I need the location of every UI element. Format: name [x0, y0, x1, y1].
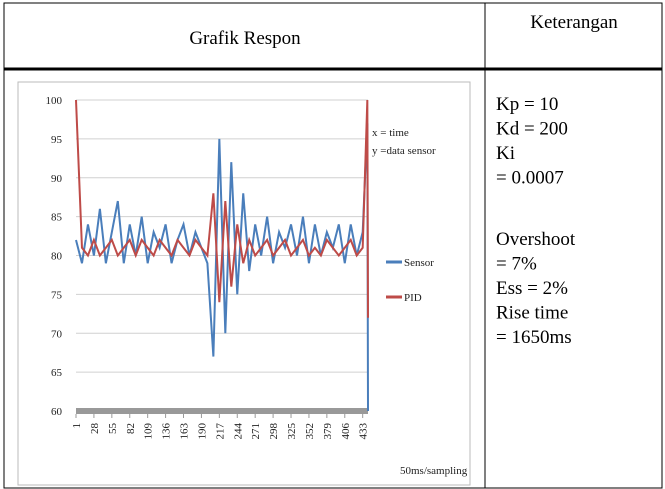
y-tick-label: 100 — [46, 95, 63, 107]
note-line: Kp = 10 — [496, 94, 558, 115]
x-axis-band — [76, 408, 368, 414]
note-line: Ess = 2% — [496, 278, 568, 299]
y-tick-label: 75 — [51, 289, 63, 301]
note-line: = 7% — [496, 254, 537, 275]
x-tick-label: 271 — [250, 423, 262, 440]
x-tick-label: 163 — [179, 423, 191, 440]
y-tick-label: 95 — [51, 134, 63, 146]
x-tick-label: 244 — [232, 423, 244, 440]
y-tick-label: 90 — [51, 173, 63, 185]
chart: 60 65 70 75 80 85 90 95 100 1 28 55 82 109 136 163 190 21… — [46, 95, 468, 477]
x-axis-label: 50ms/sampling — [400, 465, 468, 477]
y-tick-label: 85 — [51, 212, 63, 224]
note-line: Overshoot — [496, 229, 576, 250]
x-tick-label: 433 — [358, 423, 370, 440]
annotation: y =data sensor — [372, 145, 436, 157]
x-tick-label: 379 — [322, 423, 334, 440]
note-line: Ki — [496, 143, 515, 164]
x-tick-label: 325 — [286, 423, 298, 440]
x-tick-label: 352 — [304, 423, 316, 440]
header: Keterangan — [530, 12, 618, 33]
note-line: Kd = 200 — [496, 119, 568, 140]
note-line: = 1650ms — [496, 327, 572, 348]
annotation: x = time — [372, 127, 409, 139]
x-tick-label: 82 — [125, 423, 137, 434]
x-tick-label: 55 — [107, 423, 119, 435]
series-line — [75, 99, 369, 318]
y-tick-label: 65 — [51, 367, 63, 379]
x-tick-label: 1 — [71, 423, 83, 429]
notes: Kp = 10 Kd = 200 Ki = 0.0007 Overshoot = 7% Es… — [496, 94, 576, 348]
header: Grafik Respon — [189, 28, 301, 49]
legend-label: Sensor — [404, 257, 434, 269]
table-border — [3, 2, 663, 489]
x-tick-label: 109 — [143, 423, 155, 440]
legend-label: PID — [404, 292, 422, 304]
x-tick-label: 298 — [268, 423, 280, 440]
note-line: = 0.0007 — [496, 168, 564, 189]
x-tick-label: 217 — [214, 423, 226, 440]
x-tick-label: 136 — [161, 423, 173, 440]
chart-frame — [17, 81, 471, 486]
y-tick-label: 80 — [51, 251, 63, 263]
x-tick-label: 190 — [196, 423, 208, 440]
x-tick-label: 28 — [89, 423, 101, 435]
y-tick-label: 60 — [51, 406, 63, 418]
note-line: Rise time — [496, 303, 568, 324]
series-line — [75, 123, 369, 412]
x-tick-label: 406 — [340, 423, 352, 440]
y-tick-label: 70 — [51, 328, 63, 340]
